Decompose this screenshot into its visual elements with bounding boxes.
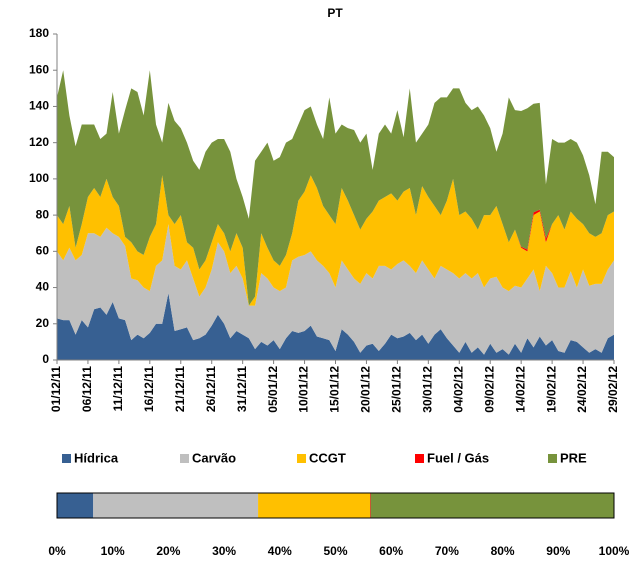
y-tick-label: 0 bbox=[42, 352, 49, 366]
x-tick-label: 80% bbox=[491, 544, 515, 558]
bar-segment bbox=[93, 493, 259, 518]
y-tick-label: 60 bbox=[36, 244, 50, 258]
legend-label: Hídrica bbox=[74, 450, 119, 465]
legend-swatch bbox=[548, 454, 557, 463]
x-tick-label: 0% bbox=[48, 544, 66, 558]
y-tick-label: 100 bbox=[29, 171, 49, 185]
legend-swatch bbox=[415, 454, 424, 463]
x-tick-label: 06/12/11 bbox=[80, 366, 94, 412]
x-tick-label: 30/01/12 bbox=[421, 366, 435, 413]
legend-label: PRE bbox=[560, 450, 587, 465]
x-tick-label: 16/12/11 bbox=[142, 366, 156, 412]
bar-frame bbox=[56, 492, 615, 519]
chart-title: PT bbox=[327, 6, 343, 20]
y-tick-label: 160 bbox=[29, 62, 49, 76]
y-tick-label: 140 bbox=[29, 99, 49, 113]
area bbox=[57, 292, 614, 360]
legend-swatch bbox=[297, 454, 306, 463]
x-tick-label: 20/01/12 bbox=[359, 366, 373, 413]
y-tick-label: 40 bbox=[36, 280, 50, 294]
legend-label: Fuel / Gás bbox=[427, 450, 489, 465]
x-tick-label: 24/02/12 bbox=[575, 366, 589, 413]
legend-label: Carvão bbox=[192, 450, 236, 465]
x-tick-label: 70% bbox=[435, 544, 459, 558]
bar-segment bbox=[57, 493, 94, 518]
x-tick-label: 26/12/11 bbox=[204, 366, 218, 412]
x-tick-label: 15/01/12 bbox=[328, 366, 342, 413]
x-tick-label: 05/01/12 bbox=[266, 366, 280, 413]
x-tick-label: 31/12/11 bbox=[235, 366, 249, 412]
x-tick-label: 30% bbox=[212, 544, 236, 558]
bar-segment bbox=[258, 493, 371, 518]
x-tick-label: 90% bbox=[546, 544, 570, 558]
bar-segment bbox=[370, 493, 371, 518]
y-tick-label: 120 bbox=[29, 135, 49, 149]
x-tick-label: 09/02/12 bbox=[482, 366, 496, 413]
x-tick-label: 29/02/12 bbox=[606, 366, 620, 413]
area bbox=[57, 224, 614, 355]
area bbox=[57, 175, 614, 306]
x-tick-label: 40% bbox=[268, 544, 292, 558]
y-tick-label: 20 bbox=[36, 316, 50, 330]
x-tick-label: 10% bbox=[101, 544, 125, 558]
x-tick-label: 01/12/11 bbox=[49, 366, 63, 412]
y-tick-label: 80 bbox=[36, 207, 50, 221]
legend-label: CCGT bbox=[309, 450, 346, 465]
bar-segment bbox=[370, 493, 614, 518]
x-tick-label: 100% bbox=[599, 544, 630, 558]
x-tick-label: 04/02/12 bbox=[451, 366, 465, 413]
x-tick-label: 50% bbox=[323, 544, 347, 558]
x-tick-label: 21/12/11 bbox=[173, 366, 187, 412]
x-tick-label: 11/12/11 bbox=[111, 366, 125, 412]
legend-swatch bbox=[180, 454, 189, 463]
x-tick-label: 10/01/12 bbox=[297, 366, 311, 413]
y-tick-label: 180 bbox=[29, 26, 49, 40]
x-tick-label: 60% bbox=[379, 544, 403, 558]
legend-swatch bbox=[62, 454, 71, 463]
area bbox=[57, 70, 614, 306]
x-tick-label: 20% bbox=[156, 544, 180, 558]
x-tick-label: 25/01/12 bbox=[390, 366, 404, 413]
x-tick-label: 19/02/12 bbox=[544, 366, 558, 413]
x-tick-label: 14/02/12 bbox=[513, 366, 527, 413]
